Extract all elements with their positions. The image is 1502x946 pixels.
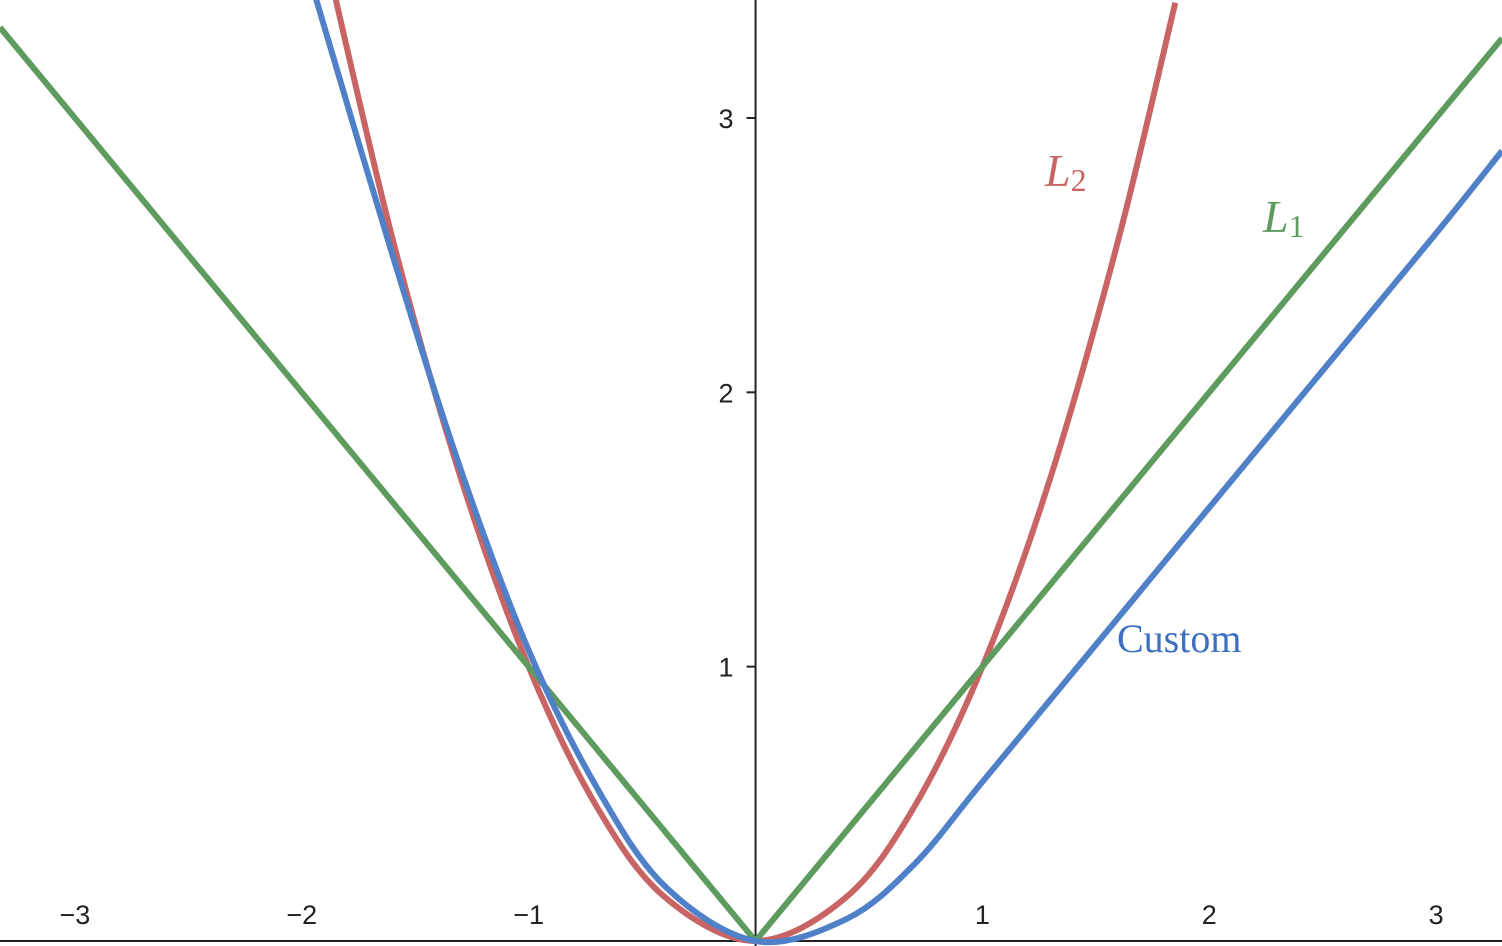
x-tick-label: 2 [1202, 900, 1217, 930]
x-tick-label: −1 [513, 900, 544, 930]
series-label-l2: L2 [1044, 145, 1087, 198]
x-tick-label: −3 [59, 900, 90, 930]
series-label-l2-sub: 2 [1071, 162, 1087, 198]
series-label-l2-main: L [1044, 145, 1071, 196]
y-tick-label: 3 [719, 104, 734, 134]
series-line-l1 [0, 25, 1502, 944]
series-labels: L2 L1 Custom [1044, 145, 1305, 661]
series-label-l1-main: L [1262, 191, 1289, 242]
y-ticks: 1 2 3 [719, 104, 756, 683]
series-line-custom [313, 0, 1502, 946]
x-tick-label: 3 [1429, 900, 1444, 930]
series-line-l2 [332, 0, 1179, 944]
series-label-l1-sub: 1 [1289, 208, 1305, 244]
y-tick-label: 2 [719, 378, 734, 408]
x-tick-label: 1 [975, 900, 990, 930]
series-label-l1: L1 [1262, 191, 1305, 244]
series-label-custom: Custom [1117, 616, 1241, 661]
x-tick-label: −2 [286, 900, 317, 930]
y-tick-label: 1 [719, 653, 734, 683]
x-tick-labels: −3 −2 −1 1 2 3 [59, 900, 1443, 930]
